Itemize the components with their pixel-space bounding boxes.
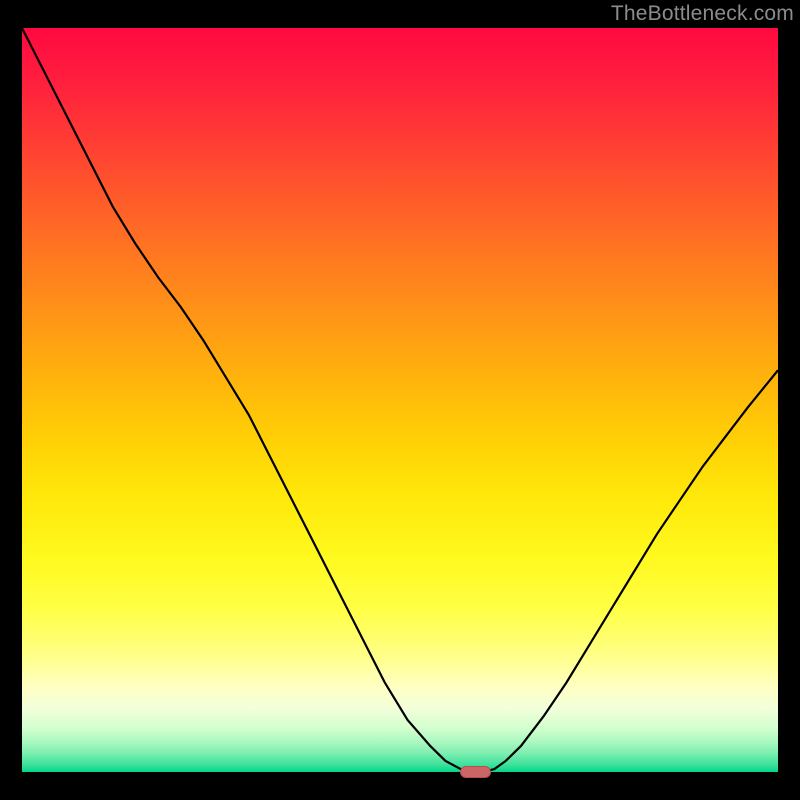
plot-area (22, 28, 778, 772)
valley-marker (460, 766, 490, 779)
bottleneck-curve (22, 28, 778, 772)
watermark-text: TheBottleneck.com (611, 2, 794, 26)
